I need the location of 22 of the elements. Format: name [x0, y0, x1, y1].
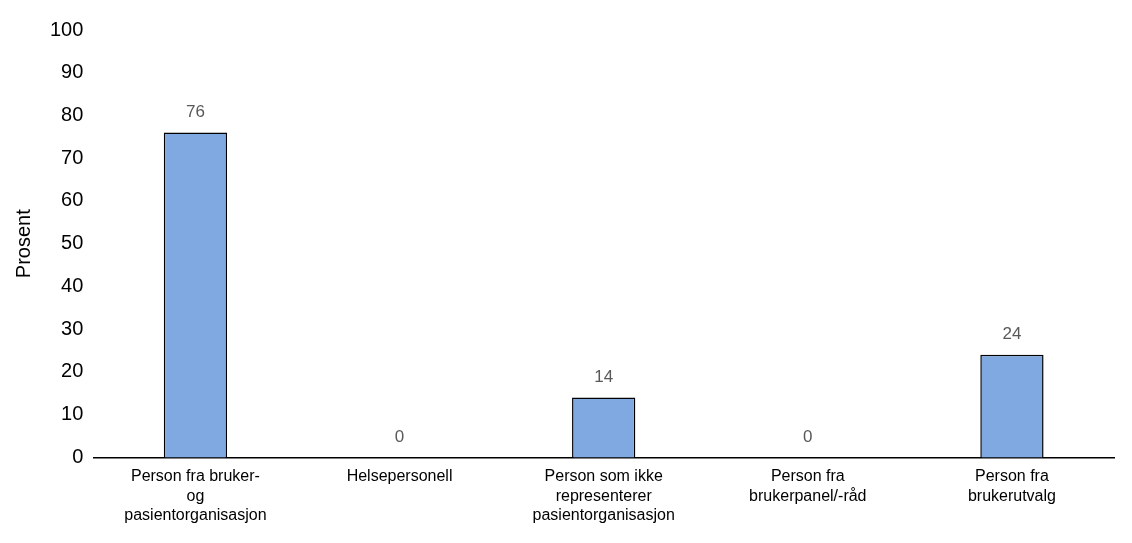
x-tick-label: Person fra bruker- og pasientorganisasjon: [124, 467, 267, 523]
x-tick-label: Helsepersonell: [346, 467, 453, 485]
y-tick-label: 70: [61, 145, 84, 168]
y-axis-title: Prosent: [11, 208, 34, 279]
y-tick-label: 60: [61, 188, 84, 211]
y-tick-label: 30: [61, 316, 84, 339]
data-label: 76: [185, 101, 205, 121]
data-label: 0: [803, 426, 813, 446]
y-tick-label: 100: [49, 17, 84, 40]
y-tick-label: 90: [61, 60, 84, 83]
y-tick-label: 0: [72, 444, 84, 467]
data-label: 24: [1002, 324, 1022, 344]
data-label: 0: [394, 426, 405, 446]
y-tick-label: 20: [61, 359, 84, 382]
data-label: 14: [594, 366, 614, 386]
x-tick-label: Person fra brukerutvalg: [967, 467, 1056, 504]
y-tick-label: 40: [61, 273, 84, 296]
y-tick-label: 10: [61, 402, 84, 425]
x-tick-label: Person fra brukerpanel/-råd: [749, 467, 867, 504]
x-tick-label: Person som ikke representerer pasientorganisasjon: [532, 467, 675, 523]
y-tick-label: 80: [61, 103, 84, 125]
y-tick-label: 50: [61, 231, 84, 254]
